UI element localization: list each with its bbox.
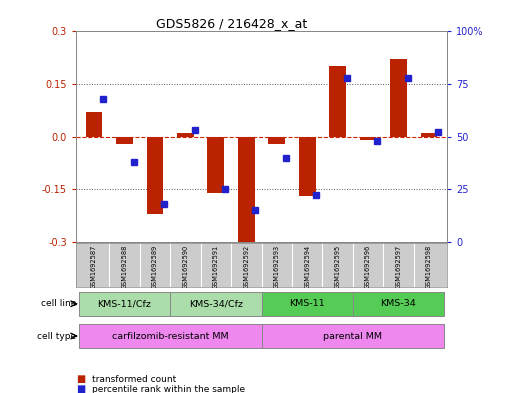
- Text: GSM1692593: GSM1692593: [274, 245, 280, 289]
- Text: percentile rank within the sample: percentile rank within the sample: [92, 385, 245, 393]
- Text: GSM1692595: GSM1692595: [335, 245, 340, 289]
- Bar: [268, 136, 285, 143]
- Bar: [299, 136, 315, 196]
- Text: KMS-34: KMS-34: [381, 299, 416, 308]
- Bar: [262, 292, 353, 316]
- Text: transformed count: transformed count: [92, 375, 176, 384]
- Text: KMS-11: KMS-11: [289, 299, 325, 308]
- Text: parental MM: parental MM: [323, 332, 382, 340]
- Bar: [146, 136, 163, 214]
- Text: carfilzomib-resistant MM: carfilzomib-resistant MM: [112, 332, 229, 340]
- Text: GSM1692590: GSM1692590: [183, 245, 188, 289]
- Text: GSM1692597: GSM1692597: [395, 245, 402, 289]
- Bar: [79, 292, 170, 316]
- Bar: [360, 136, 377, 140]
- Text: GSM1692598: GSM1692598: [426, 245, 432, 289]
- Bar: [390, 59, 407, 136]
- Bar: [262, 324, 444, 348]
- Bar: [329, 66, 346, 136]
- Bar: [177, 133, 194, 136]
- Bar: [208, 136, 224, 193]
- Bar: [86, 112, 103, 136]
- Bar: [79, 324, 262, 348]
- Bar: [420, 133, 437, 136]
- Text: KMS-11/Cfz: KMS-11/Cfz: [98, 299, 152, 308]
- Text: GSM1692588: GSM1692588: [121, 245, 128, 290]
- Text: GSM1692589: GSM1692589: [152, 245, 158, 289]
- Text: cell type: cell type: [37, 332, 76, 340]
- Text: GSM1692592: GSM1692592: [243, 245, 249, 289]
- Bar: [353, 292, 444, 316]
- Bar: [238, 136, 255, 242]
- Title: GDS5826 / 216428_x_at: GDS5826 / 216428_x_at: [156, 17, 308, 30]
- Text: ■: ■: [76, 374, 85, 384]
- Bar: [170, 292, 262, 316]
- Text: KMS-34/Cfz: KMS-34/Cfz: [189, 299, 243, 308]
- Bar: [116, 136, 133, 143]
- Text: GSM1692591: GSM1692591: [213, 245, 219, 289]
- Text: GSM1692594: GSM1692594: [304, 245, 310, 289]
- Text: ■: ■: [76, 384, 85, 393]
- Text: GSM1692587: GSM1692587: [91, 245, 97, 290]
- Text: cell line: cell line: [41, 299, 76, 308]
- Text: GSM1692596: GSM1692596: [365, 245, 371, 289]
